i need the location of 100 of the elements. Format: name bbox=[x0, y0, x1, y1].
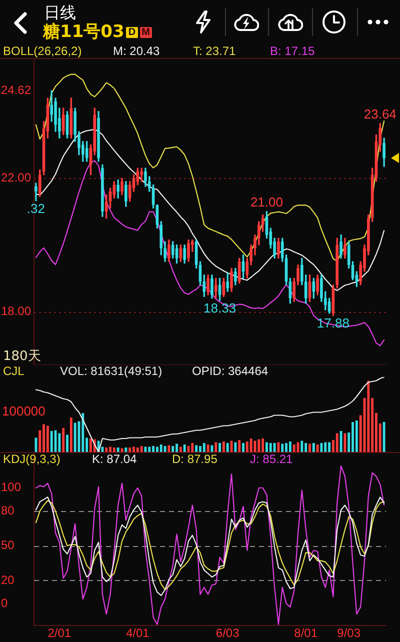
bar bbox=[109, 446, 112, 452]
bar bbox=[160, 444, 162, 452]
bar bbox=[202, 443, 206, 452]
bar bbox=[328, 442, 330, 452]
bar bbox=[42, 424, 45, 452]
bar bbox=[58, 433, 61, 452]
annotation: VOL: 81631(49:51) bbox=[60, 364, 162, 378]
y-tick-label: 50 bbox=[1, 538, 15, 552]
text: K: 87.04 bbox=[92, 452, 137, 466]
text: T: 23.71 bbox=[193, 44, 236, 58]
annotation: 23.64 bbox=[364, 106, 396, 122]
y-tick-label: 18.00 bbox=[1, 304, 32, 318]
series-label: J: 85.21 bbox=[250, 452, 293, 466]
bar bbox=[124, 448, 128, 452]
x-tick-label: 6/03 bbox=[216, 626, 240, 640]
y-tick-label: 0 bbox=[1, 596, 8, 610]
bar bbox=[382, 422, 386, 452]
bar bbox=[195, 445, 198, 452]
text: D: 87.95 bbox=[172, 452, 218, 466]
annotation: 100000 bbox=[2, 404, 46, 419]
bar bbox=[218, 443, 221, 452]
x-tick-label: 4/01 bbox=[126, 626, 150, 640]
bar bbox=[46, 426, 49, 452]
bar bbox=[269, 443, 272, 452]
bar bbox=[90, 438, 92, 452]
legend-title: CJL bbox=[3, 364, 24, 378]
bar bbox=[308, 444, 311, 452]
bar bbox=[156, 446, 158, 452]
bar bbox=[324, 442, 327, 452]
bar bbox=[242, 443, 244, 452]
text: M: 20.43 bbox=[113, 44, 160, 58]
bar bbox=[116, 448, 120, 452]
x-tick-label: 2/01 bbox=[48, 626, 72, 640]
bar bbox=[238, 440, 241, 452]
x-tick-label: 8/01 bbox=[294, 626, 318, 640]
bar bbox=[179, 446, 182, 452]
text: D bbox=[126, 26, 138, 38]
bar bbox=[168, 445, 170, 452]
bar bbox=[34, 438, 38, 452]
bar bbox=[292, 444, 296, 452]
bar bbox=[176, 444, 178, 452]
bar bbox=[281, 444, 284, 452]
bar bbox=[285, 443, 288, 452]
legend-title: KDJ(9,3,3) bbox=[3, 452, 60, 466]
bar bbox=[355, 420, 358, 452]
bar bbox=[82, 413, 84, 452]
bar bbox=[258, 439, 260, 452]
annotation: .32 bbox=[26, 200, 45, 216]
bar bbox=[210, 445, 214, 452]
bar bbox=[352, 422, 354, 452]
bar bbox=[250, 438, 252, 452]
bar bbox=[336, 433, 338, 452]
bar bbox=[304, 443, 308, 452]
bar bbox=[222, 442, 225, 452]
bar bbox=[148, 446, 151, 452]
legend-title: BOLL(26,26,2) bbox=[3, 44, 82, 58]
bar bbox=[172, 446, 174, 452]
bar bbox=[128, 448, 132, 452]
x-tick-label: 9/03 bbox=[337, 626, 361, 640]
y-tick-label: 20 bbox=[1, 572, 15, 587]
bar bbox=[62, 428, 65, 452]
bar bbox=[266, 442, 268, 452]
bar bbox=[214, 442, 218, 452]
bar bbox=[246, 442, 248, 452]
bar bbox=[183, 444, 186, 452]
y-tick-label: 24.62 bbox=[1, 83, 32, 98]
bar bbox=[226, 443, 229, 452]
bar bbox=[300, 440, 304, 452]
bar bbox=[105, 448, 108, 452]
y-tick-label: 22.00 bbox=[1, 170, 32, 184]
bar bbox=[234, 442, 237, 452]
bar bbox=[66, 434, 68, 452]
bar bbox=[344, 433, 346, 452]
annotation: 21.00 bbox=[250, 194, 283, 210]
y-tick-label: 80 bbox=[1, 503, 15, 518]
text: M bbox=[140, 26, 152, 38]
bar bbox=[199, 446, 202, 452]
bar bbox=[367, 380, 370, 452]
bar bbox=[206, 444, 210, 452]
bar bbox=[262, 438, 264, 452]
bar bbox=[316, 444, 319, 452]
bar bbox=[191, 443, 194, 452]
bar bbox=[312, 443, 315, 452]
bar bbox=[140, 446, 143, 452]
bar bbox=[50, 431, 53, 452]
chart-title: 糖11号03 bbox=[43, 22, 124, 42]
bar bbox=[70, 418, 72, 452]
annotation: 180天 bbox=[3, 348, 41, 364]
text: OPID: 364464 bbox=[192, 364, 268, 378]
y-tick-label: 100 bbox=[1, 480, 22, 494]
bar bbox=[112, 448, 116, 452]
bar bbox=[132, 446, 135, 452]
bar bbox=[136, 448, 139, 452]
chart-subtitle: 日线 bbox=[44, 3, 76, 22]
annotation: 18.33 bbox=[204, 300, 236, 316]
bar bbox=[277, 442, 280, 452]
bar bbox=[288, 442, 292, 452]
bar bbox=[152, 446, 154, 452]
text: B: 17.15 bbox=[270, 44, 315, 58]
bar bbox=[74, 422, 76, 452]
